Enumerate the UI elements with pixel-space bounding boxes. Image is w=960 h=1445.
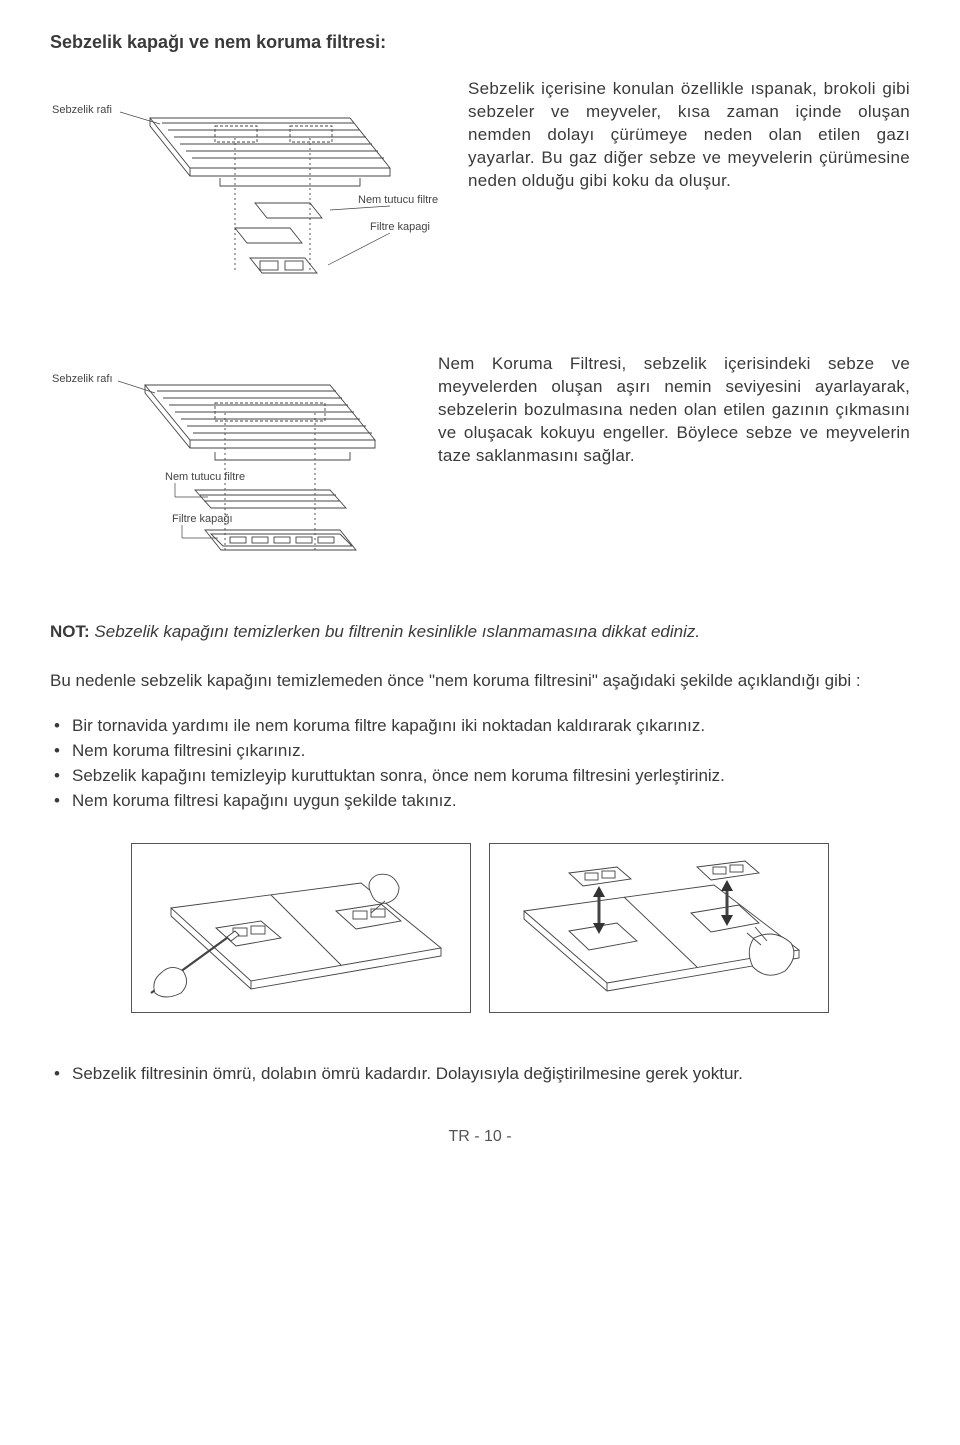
note: NOT: Sebzelik kapağını temizlerken bu fi…	[50, 621, 910, 644]
figure-insert	[489, 843, 829, 1013]
diagram1-shelf-label: Sebzelik rafi	[52, 104, 112, 116]
instruction-list: Bir tornavida yardımı ile nem koruma fil…	[50, 715, 910, 813]
diagram1-cover-label: Filtre kapagi	[370, 221, 430, 233]
diagram2-filter-label: Nem tutucu filtre	[165, 471, 245, 483]
para-2: Nem Koruma Filtresi, sebzelik içerisinde…	[438, 345, 910, 468]
note-text: Sebzelik kapağını temizlerken bu filtren…	[90, 622, 700, 641]
diagram2-shelf-label: Sebzelik rafı	[52, 373, 113, 385]
section-1: Sebzelik rafi Nem tutucu filtre Filtre k…	[50, 78, 910, 295]
para-1: Sebzelik içerisine konulan özellikle ısp…	[468, 78, 910, 193]
note-bold: NOT:	[50, 622, 90, 641]
list-item: Nem koruma filtresini çıkarınız.	[72, 740, 910, 763]
diagram2-cover-label: Filtre kapağı	[172, 513, 233, 525]
diagram-2: Sebzelik rafı Nem tutucu filtre Filtre k…	[50, 345, 410, 582]
footer-list: Sebzelik filtresinin ömrü, dolabın ömrü …	[50, 1063, 910, 1086]
section-2: Sebzelik rafı Nem tutucu filtre Filtre k…	[50, 345, 910, 582]
list-item: Sebzelik kapağını temizleyip kuruttuktan…	[72, 765, 910, 788]
page-title: Sebzelik kapağı ve nem koruma filtresi:	[50, 30, 910, 54]
diagram1-filter-label: Nem tutucu filtre	[358, 194, 438, 206]
figure-remove	[131, 843, 471, 1013]
list-item: Sebzelik filtresinin ömrü, dolabın ömrü …	[72, 1063, 910, 1086]
para-3: Bu nedenle sebzelik kapağını temizlemede…	[50, 670, 910, 693]
figure-row	[50, 843, 910, 1013]
list-item: Nem koruma filtresi kapağını uygun şekil…	[72, 790, 910, 813]
diagram-1: Sebzelik rafi Nem tutucu filtre Filtre k…	[50, 78, 440, 295]
page-number: TR - 10 -	[50, 1126, 910, 1148]
list-item: Bir tornavida yardımı ile nem koruma fil…	[72, 715, 910, 738]
